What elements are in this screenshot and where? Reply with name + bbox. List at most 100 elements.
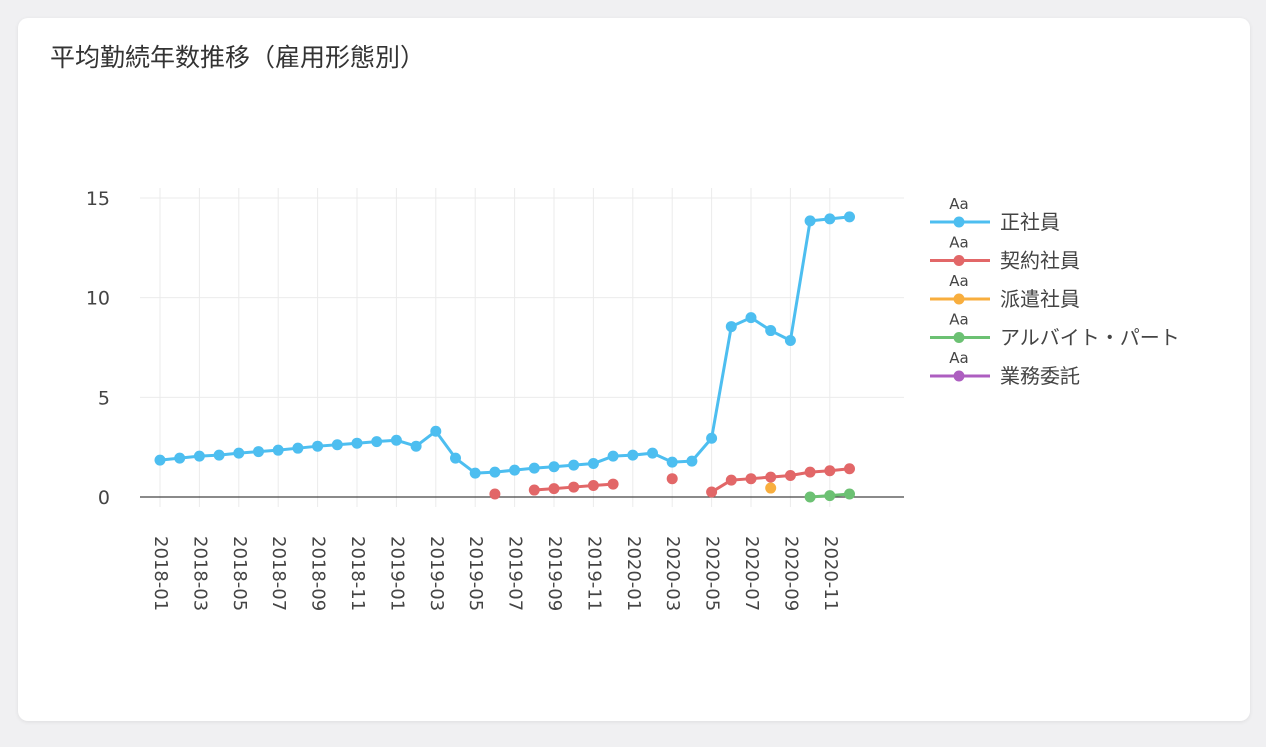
data-point — [331, 439, 343, 451]
data-point — [568, 459, 580, 471]
data-point — [390, 434, 402, 446]
x-tick-label: 2018-03 — [189, 536, 210, 611]
data-point — [804, 491, 816, 503]
legend-item-2[interactable]: Aa 派遣社員 — [930, 272, 1080, 311]
x-tick-label: 2020-03 — [662, 536, 683, 611]
data-point — [627, 449, 639, 461]
data-point — [824, 213, 836, 225]
series-3 — [804, 488, 855, 503]
data-point — [706, 486, 718, 498]
x-tick-label: 2018-07 — [268, 536, 289, 611]
data-point — [528, 462, 540, 474]
data-point — [844, 488, 855, 500]
legend-label: 正社員 — [1000, 210, 1060, 234]
series-line — [159, 215, 850, 475]
data-point — [489, 488, 501, 500]
legend-marker — [953, 216, 965, 228]
legend[interactable]: Aa 正社員 Aa 契約社員 Aa 派遣社員 Aa アルバイト・パート Aa 業務委託 — [930, 195, 1180, 388]
legend-symbol-text: Aa — [949, 195, 968, 213]
data-point — [489, 466, 501, 478]
data-point — [292, 442, 304, 454]
y-tick-label: 15 — [86, 188, 110, 210]
data-point — [647, 447, 658, 459]
x-tick-label: 2020-01 — [623, 536, 644, 611]
x-tick-label: 2018-11 — [347, 536, 368, 611]
data-point — [568, 481, 580, 493]
legend-symbol-text: Aa — [949, 234, 968, 252]
data-point — [528, 484, 540, 496]
series-1 — [489, 463, 855, 500]
data-point — [548, 461, 560, 473]
data-point — [548, 483, 560, 495]
data-point — [745, 312, 757, 324]
data-point — [784, 469, 796, 481]
data-point — [509, 464, 521, 476]
legend-marker — [953, 332, 965, 343]
x-tick-label: 2020-11 — [820, 536, 841, 611]
data-point — [666, 473, 678, 485]
data-point — [824, 490, 836, 502]
data-point — [706, 432, 718, 444]
series-layer — [154, 211, 855, 503]
x-tick-label: 2020-09 — [780, 536, 801, 611]
x-tick-label: 2018-05 — [229, 536, 250, 611]
data-point — [272, 444, 284, 456]
legend-label: 派遣社員 — [1000, 287, 1080, 311]
legend-symbol-text: Aa — [949, 311, 968, 329]
data-point — [725, 321, 737, 333]
data-point — [666, 456, 678, 468]
axes: 0 5 10 15 2018-01 2018-03 2018-05 2018-07 2018-0… — [86, 188, 904, 611]
series-2 — [765, 482, 777, 494]
data-point — [312, 440, 324, 452]
chart-card: 平均勤続年数推移（雇用形態別） — [18, 18, 1250, 721]
grid — [140, 188, 904, 507]
data-point — [844, 463, 855, 475]
data-point — [607, 478, 619, 490]
chart-title: 平均勤続年数推移（雇用形態別） — [50, 43, 426, 72]
legend-item-1[interactable]: Aa 契約社員 — [930, 234, 1080, 273]
legend-label: 業務委託 — [1000, 364, 1080, 388]
x-tick-label: 2020-05 — [702, 536, 723, 611]
data-point — [824, 465, 836, 477]
data-point — [804, 215, 816, 227]
legend-symbol-text: Aa — [949, 272, 968, 290]
legend-marker — [953, 370, 965, 382]
legend-label: 契約社員 — [1000, 249, 1080, 273]
data-point — [174, 452, 186, 464]
x-tick-label: 2019-01 — [386, 536, 407, 611]
y-tick-label: 10 — [86, 288, 110, 310]
legend-marker — [953, 255, 965, 266]
data-point — [351, 437, 363, 449]
data-point — [154, 454, 166, 466]
data-point — [686, 455, 698, 467]
x-tick-label: 2018-09 — [308, 536, 329, 611]
legend-item-4[interactable]: Aa 業務委託 — [930, 349, 1080, 388]
data-point — [784, 335, 796, 347]
data-point — [765, 482, 777, 494]
x-tick-label: 2019-03 — [426, 536, 447, 611]
x-tick-label: 2020-07 — [741, 536, 762, 611]
data-point — [804, 466, 816, 478]
data-point — [765, 325, 777, 337]
data-point — [233, 447, 245, 459]
legend-item-3[interactable]: Aa アルバイト・パート — [930, 311, 1180, 350]
legend-symbol-text: Aa — [949, 349, 968, 367]
data-point — [410, 440, 422, 452]
x-tick-label: 2018-01 — [150, 536, 171, 611]
data-point — [844, 211, 855, 223]
data-point — [371, 436, 383, 448]
legend-label: アルバイト・パート — [1000, 326, 1180, 350]
data-point — [469, 467, 481, 479]
data-point — [213, 449, 225, 461]
series-0 — [154, 211, 855, 479]
legend-item-0[interactable]: Aa 正社員 — [930, 195, 1060, 234]
data-point — [587, 479, 599, 491]
x-tick-label: 2019-05 — [465, 536, 486, 611]
x-tick-label: 2019-11 — [583, 536, 604, 611]
data-point — [587, 458, 599, 470]
data-point — [450, 452, 461, 464]
x-tick-label: 2019-09 — [544, 536, 565, 611]
x-tick-label: 2019-07 — [505, 536, 526, 611]
legend-marker — [953, 293, 965, 305]
